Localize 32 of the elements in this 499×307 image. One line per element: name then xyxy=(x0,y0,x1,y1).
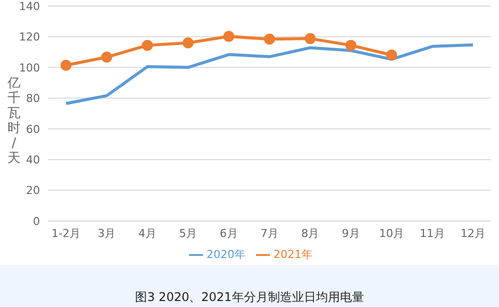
x-tick-label: 5月 xyxy=(179,226,198,240)
point xyxy=(304,33,316,44)
point xyxy=(345,40,356,51)
legend-label: 2021年 xyxy=(274,248,312,261)
x-tick-label: 7月 xyxy=(260,226,278,240)
point xyxy=(386,49,398,60)
x-tick-label: 10月 xyxy=(379,226,404,240)
x-tick-label: 1-2月 xyxy=(52,226,80,240)
x-tick-label: 9月 xyxy=(342,226,360,240)
x-tick-label: 4月 xyxy=(138,226,156,240)
y-tick-label: 140 xyxy=(19,0,40,13)
y-tick-label: 120 xyxy=(19,30,40,44)
legend-label: 2020年 xyxy=(206,248,246,261)
y-tick-label: 100 xyxy=(19,61,40,74)
point xyxy=(101,52,112,63)
point xyxy=(182,37,194,48)
caption: 图3 2020、2021年分月制造业日均用电量 xyxy=(134,289,365,306)
y-tick-label: 20 xyxy=(26,184,40,198)
point xyxy=(264,34,275,45)
y-tick-label: 40 xyxy=(26,153,40,166)
x-tick-label: 11月 xyxy=(420,226,445,240)
point xyxy=(60,60,72,71)
y-tick-label: 80 xyxy=(26,92,40,106)
x-tick-label: 3月 xyxy=(98,226,116,240)
y-axis-title: 亿千瓦时/天 xyxy=(6,76,22,166)
x-tick-label: 8月 xyxy=(301,226,320,240)
y-tick-label: 0 xyxy=(33,214,40,228)
point xyxy=(223,30,234,42)
x-tick-label: 12月 xyxy=(460,226,486,240)
x-tick-label: 6月 xyxy=(220,226,238,240)
y-tick-label: 60 xyxy=(26,122,40,136)
point xyxy=(142,40,153,51)
